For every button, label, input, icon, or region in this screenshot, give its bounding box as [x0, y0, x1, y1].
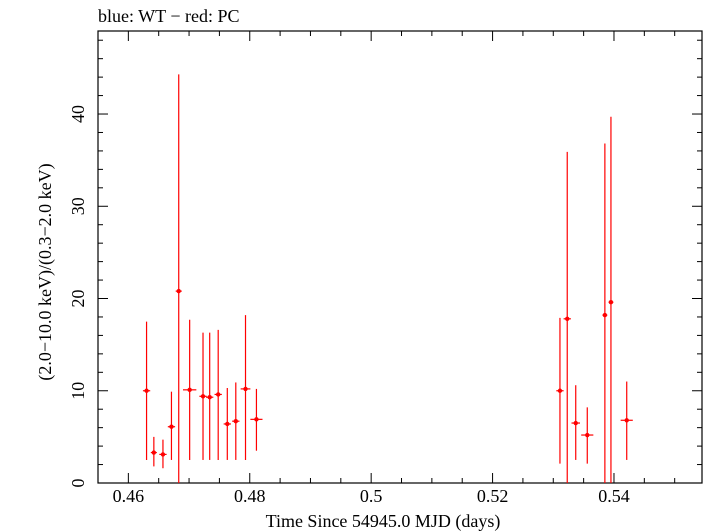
data-point — [167, 391, 176, 460]
data-point — [150, 436, 157, 467]
point-marker — [254, 417, 259, 422]
point-marker — [144, 388, 149, 393]
y-tick-label: 0 — [68, 479, 88, 488]
data-point — [571, 385, 580, 460]
point-marker — [573, 420, 578, 426]
point-marker — [160, 452, 166, 457]
data-points — [142, 74, 633, 483]
point-marker — [225, 421, 230, 427]
data-point — [608, 116, 614, 483]
y-tick-label: 30 — [68, 197, 88, 215]
x-tick-label: 0.54 — [598, 486, 630, 506]
data-point — [175, 74, 182, 483]
point-marker — [624, 418, 629, 423]
x-tick-label: 0.52 — [477, 486, 509, 506]
point-marker — [176, 288, 181, 294]
point-marker — [585, 432, 590, 438]
point-marker — [565, 316, 570, 322]
point-marker — [200, 394, 206, 399]
point-marker — [215, 392, 221, 397]
plot-frame — [97, 30, 703, 484]
y-tick-label: 40 — [68, 105, 88, 123]
point-marker — [557, 388, 563, 393]
data-point — [223, 387, 231, 460]
data-point — [250, 388, 263, 451]
point-marker — [602, 312, 608, 318]
point-marker — [169, 424, 174, 429]
data-point — [620, 381, 633, 460]
chart-title: blue: WT − red: PC — [98, 6, 239, 26]
y-axis-label: (2.0−10.0 keV)/(0.3−2.0 keV) — [35, 163, 56, 380]
x-tick-label: 0.5 — [360, 486, 383, 506]
point-marker — [207, 395, 212, 400]
data-point — [199, 332, 207, 460]
point-marker — [243, 386, 248, 392]
data-point — [556, 317, 564, 464]
data-point — [214, 329, 222, 460]
y-axis: 0 10 20 30 40 — [68, 39, 702, 488]
x-tick-label: 0.48 — [234, 486, 266, 506]
data-point — [182, 319, 197, 460]
data-point — [563, 151, 571, 483]
point-marker — [187, 387, 192, 393]
data-point — [159, 439, 167, 469]
data-point — [602, 143, 608, 483]
data-point — [581, 407, 594, 464]
x-axis: 0.46 0.48 0.5 0.52 0.54 — [97, 31, 676, 506]
point-marker — [233, 418, 238, 424]
y-tick-label: 20 — [68, 290, 88, 308]
data-point — [142, 321, 151, 460]
data-point — [206, 332, 214, 460]
y-tick-label: 10 — [68, 382, 88, 400]
x-tick-label: 0.46 — [113, 486, 145, 506]
point-marker — [608, 300, 614, 305]
x-axis-label: Time Since 54945.0 MJD (days) — [266, 511, 501, 532]
point-marker — [151, 450, 157, 455]
data-point — [240, 315, 251, 460]
data-point — [232, 382, 240, 460]
